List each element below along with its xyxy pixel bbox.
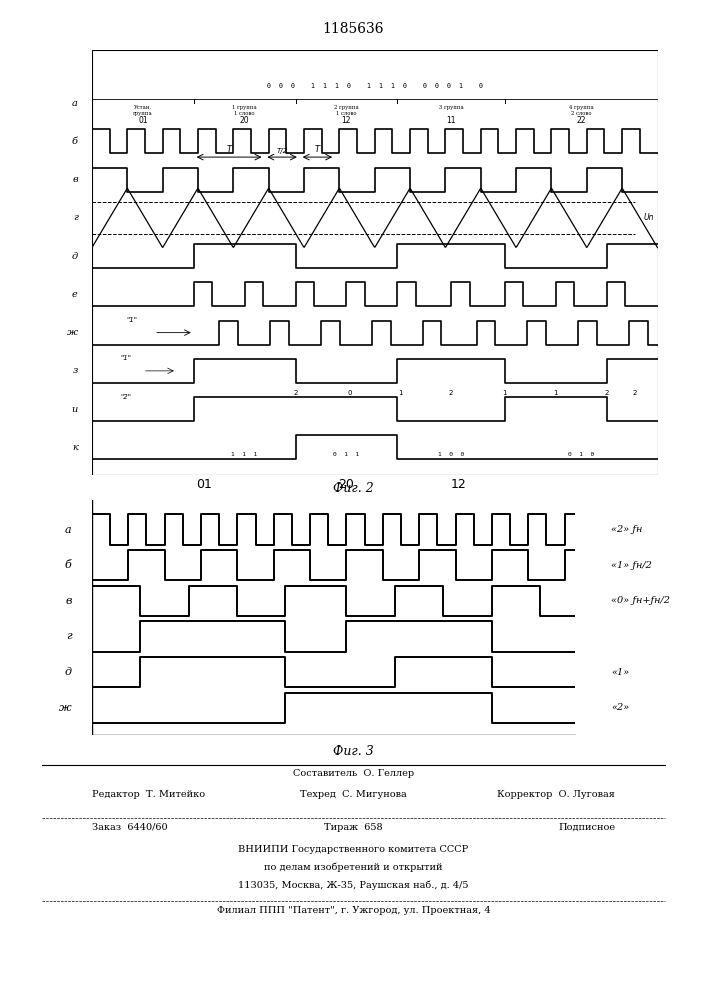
Text: и: и — [71, 405, 78, 414]
Text: T/2: T/2 — [276, 148, 288, 154]
Text: Техред  С. Мигунова: Техред С. Мигунова — [300, 790, 407, 799]
Text: 2: 2 — [633, 390, 637, 396]
Text: а: а — [65, 525, 71, 535]
Text: Филиал ППП "Патент", г. Ужгород, ул. Проектная, 4: Филиал ППП "Патент", г. Ужгород, ул. Про… — [216, 906, 491, 915]
Text: 1: 1 — [554, 390, 558, 396]
Text: Un: Un — [643, 213, 654, 222]
Text: 1 группа
1 слово: 1 группа 1 слово — [232, 105, 257, 116]
Text: 22: 22 — [576, 116, 586, 125]
Text: Корректор  О. Луговая: Корректор О. Луговая — [497, 790, 615, 799]
Text: Заказ  6440/60: Заказ 6440/60 — [92, 823, 168, 832]
Text: 0  1  0: 0 1 0 — [568, 452, 595, 457]
Text: 4 группа
2 слово: 4 группа 2 слово — [568, 105, 594, 116]
Text: д: д — [64, 667, 71, 677]
Text: по делам изобретений и открытий: по делам изобретений и открытий — [264, 863, 443, 872]
Text: а: а — [72, 99, 78, 108]
Text: в: в — [72, 175, 78, 184]
Text: «1» ƒн/2: «1» ƒн/2 — [611, 561, 652, 570]
Text: 0  1  1: 0 1 1 — [333, 452, 360, 457]
Text: д: д — [71, 252, 78, 261]
Text: 1: 1 — [503, 390, 507, 396]
Text: "1": "1" — [120, 355, 132, 361]
Text: 113035, Москва, Ж-35, Раушская наб., д. 4/5: 113035, Москва, Ж-35, Раушская наб., д. … — [238, 881, 469, 890]
Text: 2: 2 — [604, 390, 609, 396]
Text: 11: 11 — [446, 116, 456, 125]
Text: ж: ж — [59, 703, 71, 713]
Text: ВНИИПИ Государственного комитета СССР: ВНИИПИ Государственного комитета СССР — [238, 845, 469, 854]
Text: б: б — [72, 137, 78, 146]
Text: 0  0  0    1  1  1  0    1  1  1  0    0  0  0  1    0: 0 0 0 1 1 1 0 1 1 1 0 0 0 0 1 0 — [267, 83, 483, 89]
Text: е: е — [72, 290, 78, 299]
Text: «1»: «1» — [611, 668, 629, 677]
Text: 01: 01 — [196, 478, 212, 491]
Text: 1  1  1: 1 1 1 — [231, 452, 258, 457]
Text: Фиг. 3: Фиг. 3 — [333, 745, 374, 758]
Text: «0» ƒн+ƒн/2: «0» ƒн+ƒн/2 — [611, 596, 670, 605]
Text: 2 группа
1 слово: 2 группа 1 слово — [334, 105, 359, 116]
Text: 2: 2 — [449, 390, 453, 396]
Text: г: г — [66, 631, 71, 641]
Text: г: г — [73, 213, 78, 222]
Text: 12: 12 — [341, 116, 351, 125]
Text: 1  0  0: 1 0 0 — [438, 452, 464, 457]
Text: в: в — [65, 596, 71, 606]
Text: 01: 01 — [138, 116, 148, 125]
Text: ж: ж — [66, 328, 78, 337]
Text: Подписное: Подписное — [558, 823, 615, 832]
Text: 20: 20 — [339, 478, 354, 491]
Text: «2» ƒн: «2» ƒн — [611, 525, 643, 534]
Text: "1": "1" — [126, 317, 137, 323]
Text: 12: 12 — [450, 478, 467, 491]
Text: Тираж  658: Тираж 658 — [325, 823, 382, 832]
Text: "2": "2" — [120, 394, 132, 400]
Text: «2»: «2» — [611, 703, 629, 712]
Text: T: T — [226, 145, 232, 154]
Text: 2: 2 — [293, 390, 298, 396]
Text: T: T — [315, 145, 320, 154]
Text: к: к — [72, 443, 78, 452]
Text: з: з — [72, 366, 78, 375]
Text: 0: 0 — [347, 390, 351, 396]
Text: 3 группа: 3 группа — [438, 105, 464, 110]
Text: 20: 20 — [240, 116, 250, 125]
Text: Редактор  Т. Митейко: Редактор Т. Митейко — [92, 790, 205, 799]
Text: Устан.
группа: Устан. группа — [133, 105, 153, 116]
Text: 1: 1 — [398, 390, 402, 396]
Text: Фиг. 2: Фиг. 2 — [333, 482, 374, 495]
Text: б: б — [65, 560, 71, 570]
Text: Составитель  О. Геллер: Составитель О. Геллер — [293, 769, 414, 778]
Text: 1185636: 1185636 — [323, 22, 384, 36]
